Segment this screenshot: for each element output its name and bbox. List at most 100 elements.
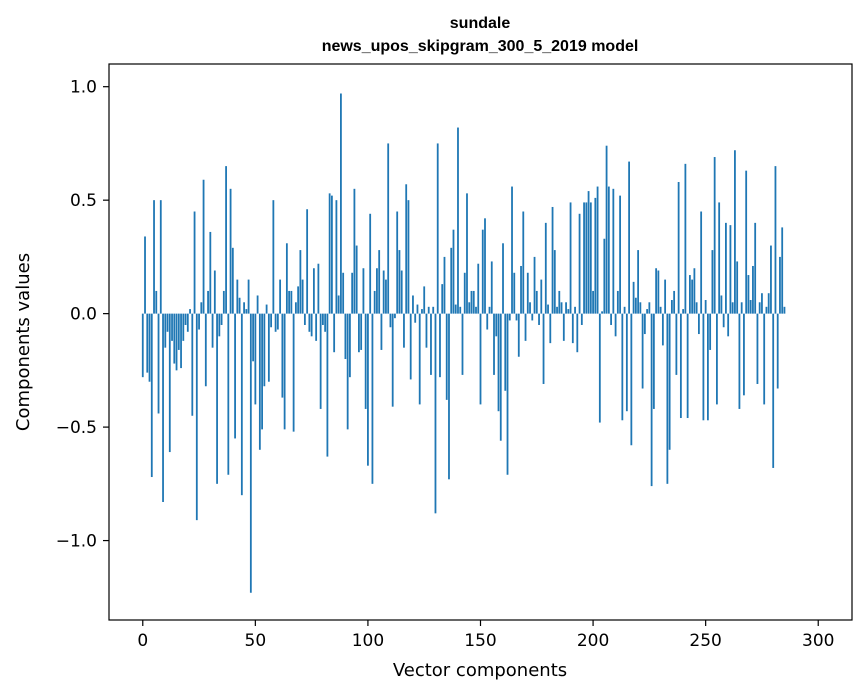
bar-231: [661, 313, 664, 346]
bar-9: [162, 313, 164, 502]
bar-139: [454, 304, 457, 314]
bar-256: [718, 202, 721, 314]
bar-230: [659, 306, 662, 314]
bar-222: [641, 313, 644, 389]
bar-165: [513, 272, 516, 314]
bar-series: [141, 93, 786, 593]
bar-272: [754, 222, 757, 314]
bar-112: [394, 313, 396, 319]
bar-183: [553, 250, 556, 314]
bar-57: [270, 313, 273, 328]
bar-185: [558, 290, 561, 314]
bar-162: [506, 313, 509, 475]
bar-121: [414, 313, 417, 323]
bar-108: [385, 279, 387, 314]
bar-39: [229, 188, 232, 314]
bar-221: [639, 302, 642, 314]
bar-186: [560, 302, 563, 314]
bar-145: [468, 302, 471, 314]
bar-2: [146, 313, 149, 373]
bar-260: [727, 313, 730, 337]
bar-271: [752, 265, 754, 314]
bar-242: [686, 313, 689, 419]
bar-102: [371, 313, 374, 484]
bar-277: [765, 306, 768, 314]
bar-90: [344, 313, 347, 360]
bar-204: [601, 311, 603, 314]
bar-153: [486, 313, 489, 330]
bar-92: [349, 313, 351, 378]
bar-178: [542, 313, 545, 384]
bar-155: [490, 261, 493, 314]
bar-235: [670, 300, 673, 314]
bar-170: [524, 313, 527, 341]
bar-0: [141, 313, 144, 378]
bar-36: [222, 290, 225, 314]
bar-37: [225, 166, 227, 314]
bar-239: [679, 313, 682, 419]
bar-93: [351, 272, 354, 314]
bar-33: [216, 313, 218, 484]
bar-76: [312, 268, 315, 314]
bar-86: [335, 200, 338, 314]
bar-32: [213, 270, 216, 314]
bar-27: [202, 179, 205, 314]
bar-265: [738, 313, 741, 409]
bar-262: [731, 302, 734, 314]
bar-190: [569, 202, 572, 314]
bar-269: [747, 275, 750, 314]
bar-1: [144, 236, 146, 314]
bar-172: [529, 302, 531, 314]
x-tick-label: 300: [802, 631, 834, 651]
bar-110: [389, 313, 392, 328]
bar-40: [231, 247, 234, 314]
x-tick-label: 250: [689, 631, 721, 651]
bar-82: [326, 313, 329, 457]
bar-233: [666, 313, 669, 484]
bar-250: [704, 300, 707, 314]
bar-135: [445, 313, 448, 400]
bar-67: [292, 313, 295, 432]
bar-101: [369, 213, 372, 314]
bar-237: [675, 313, 678, 375]
bar-7: [157, 313, 160, 414]
bar-99: [364, 313, 367, 409]
bar-113: [396, 211, 399, 314]
bar-61: [279, 279, 282, 314]
bar-104: [376, 268, 378, 314]
bar-133: [441, 284, 444, 314]
bar-126: [425, 313, 428, 348]
bar-245: [693, 268, 696, 314]
bar-120: [412, 295, 414, 314]
bar-4: [150, 313, 153, 478]
bar-205: [603, 238, 606, 314]
bar-174: [533, 256, 536, 314]
bar-62: [281, 313, 284, 398]
bar-274: [758, 302, 761, 314]
bar-34: [218, 313, 221, 337]
bar-255: [716, 313, 718, 405]
bar-38: [227, 313, 230, 475]
bar-74: [308, 313, 311, 332]
bar-211: [616, 290, 619, 314]
bar-176: [538, 313, 540, 325]
bar-23: [193, 211, 196, 314]
bar-281: [774, 166, 777, 314]
bar-124: [421, 309, 423, 314]
bar-142: [461, 313, 464, 375]
bar-26: [200, 302, 203, 314]
bar-125: [423, 286, 426, 314]
bar-77: [315, 313, 318, 341]
chart-subtitle: news_upos_skipgram_300_5_2019 model: [322, 38, 639, 55]
y-tick-label: −0.5: [56, 418, 97, 438]
bar-15: [175, 313, 178, 371]
bar-49: [252, 313, 254, 362]
bar-91: [346, 313, 349, 430]
bar-156: [493, 313, 495, 375]
bar-157: [495, 313, 498, 337]
bar-65: [288, 290, 291, 314]
bar-223: [643, 313, 646, 335]
bar-258: [722, 313, 725, 328]
bar-171: [526, 272, 529, 314]
